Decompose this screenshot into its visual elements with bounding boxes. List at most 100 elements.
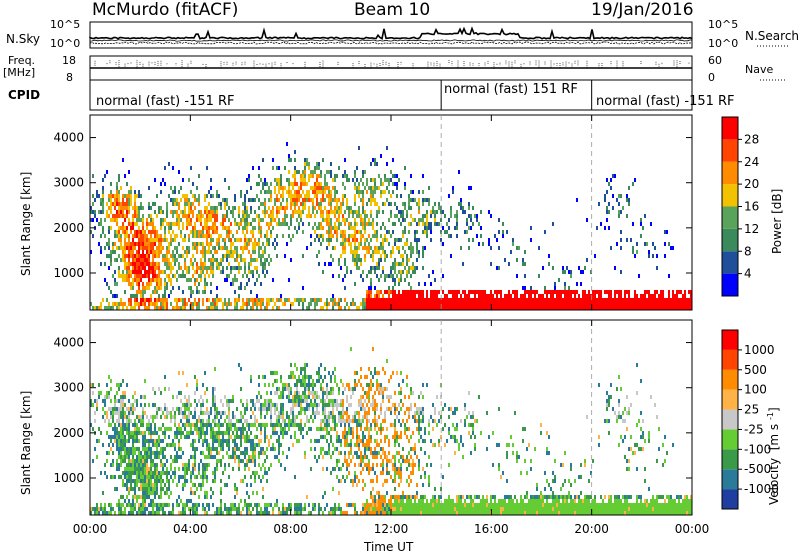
- velocity-cell: [202, 383, 204, 387]
- power-cell: [216, 250, 218, 254]
- power-cell: [122, 210, 124, 214]
- power-cell: [172, 214, 174, 218]
- power-cell: [338, 306, 340, 310]
- power-cell: [392, 294, 394, 298]
- power-cell: [386, 298, 388, 302]
- power-cell: [246, 230, 248, 234]
- power-cell: [314, 206, 316, 210]
- power-cell: [146, 246, 148, 250]
- velocity-cell: [126, 407, 128, 411]
- power-cell: [270, 194, 272, 198]
- power-cell: [308, 166, 310, 170]
- power-cell: [336, 218, 338, 222]
- power-cell: [568, 294, 570, 298]
- velocity-cell: [180, 499, 182, 503]
- power-cell: [558, 302, 560, 306]
- velocity-cell: [284, 387, 286, 391]
- power-cell: [156, 274, 158, 278]
- velocity-cell: [162, 463, 164, 467]
- power-cell: [648, 294, 650, 298]
- velocity-cell: [230, 435, 232, 439]
- power-cell: [250, 298, 252, 302]
- power-cell: [284, 254, 286, 258]
- power-cell: [604, 298, 606, 302]
- velocity-cell: [150, 475, 152, 479]
- power-cell: [132, 306, 134, 310]
- velocity-cell: [282, 507, 284, 511]
- power-cell: [276, 242, 278, 246]
- power-cell: [242, 226, 244, 230]
- velocity-cell: [288, 419, 290, 423]
- velocity-cell: [222, 435, 224, 439]
- velocity-cell: [134, 419, 136, 423]
- velocity-cell: [290, 399, 292, 403]
- power-cell: [402, 302, 404, 306]
- velocity-cell: [134, 451, 136, 455]
- power-cell: [464, 302, 466, 306]
- power-cell: [212, 302, 214, 306]
- power-cell: [184, 202, 186, 206]
- velocity-cell: [212, 387, 214, 391]
- power-cell: [208, 190, 210, 194]
- power-cell: [646, 290, 648, 294]
- power-cell: [226, 226, 228, 230]
- power-cell: [346, 178, 348, 182]
- velocity-cell: [154, 487, 156, 491]
- velocity-cell: [160, 483, 162, 487]
- power-cell: [218, 194, 220, 198]
- velocity-cell: [178, 475, 180, 479]
- power-cell: [284, 166, 286, 170]
- velocity-cell: [230, 399, 232, 403]
- power-cell: [656, 254, 658, 258]
- power-cell: [108, 302, 110, 306]
- velocity-cell: [146, 475, 148, 479]
- velocity-cell: [156, 451, 158, 455]
- velocity-cell: [152, 403, 154, 407]
- velocity-cell: [282, 511, 284, 515]
- velocity-cell: [188, 403, 190, 407]
- power-cell: [136, 218, 138, 222]
- velocity-cell: [240, 459, 242, 463]
- velocity-cell: [130, 451, 132, 455]
- power-cell: [390, 270, 392, 274]
- power-cell: [336, 174, 338, 178]
- power-cell: [526, 298, 528, 302]
- power-cell: [128, 218, 130, 222]
- power-cell: [526, 302, 528, 306]
- power-cell: [152, 226, 154, 230]
- velocity-cell: [164, 435, 166, 439]
- power-cell: [92, 234, 94, 238]
- power-cell: [340, 306, 342, 310]
- power-cell: [124, 214, 126, 218]
- power-cell: [456, 294, 458, 298]
- velocity-cell: [126, 439, 128, 443]
- noise-search-trace: [89, 41, 693, 45]
- velocity-cell: [118, 407, 120, 411]
- power-cell: [132, 250, 134, 254]
- power-cell: [130, 306, 132, 310]
- velocity-cell: [228, 431, 230, 435]
- power-cell: [456, 218, 458, 222]
- power-cell: [144, 254, 146, 258]
- noise-panel: [89, 21, 790, 49]
- power-cell: [254, 198, 256, 202]
- power-cell: [600, 302, 602, 306]
- power-cell: [148, 242, 150, 246]
- power-cell: [368, 246, 370, 250]
- velocity-cell: [182, 467, 184, 471]
- power-cell: [264, 258, 266, 262]
- power-cell: [294, 178, 296, 182]
- power-cell: [396, 274, 398, 278]
- power-cell: [198, 230, 200, 234]
- power-cell: [578, 266, 580, 270]
- power-cell: [610, 298, 612, 302]
- velocity-cell: [196, 511, 198, 515]
- velocity-cell: [148, 451, 150, 455]
- velocity-cell: [210, 435, 212, 439]
- power-cell: [212, 206, 214, 210]
- power-cell: [628, 198, 630, 202]
- power-cell: [436, 294, 438, 298]
- power-cell: [322, 270, 324, 274]
- power-cell: [518, 306, 520, 310]
- power-cell: [184, 234, 186, 238]
